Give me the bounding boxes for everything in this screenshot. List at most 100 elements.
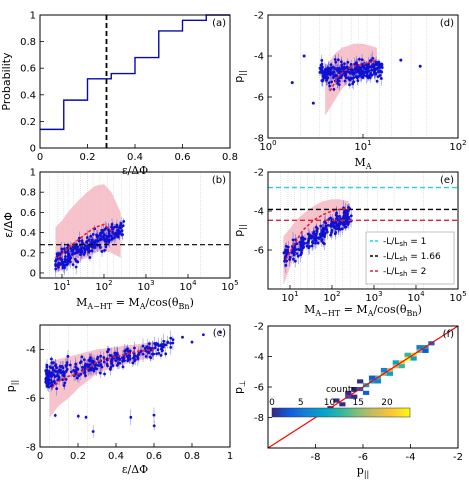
data-point: [171, 341, 175, 345]
legend-rest: = 2: [407, 267, 426, 277]
y-tick-label: 0.4: [20, 228, 36, 239]
data-point: [156, 342, 160, 346]
data-point: [329, 66, 333, 70]
data-point: [62, 374, 66, 378]
data-point: [376, 61, 380, 64]
data-point: [318, 232, 322, 236]
axes-frame: [39, 324, 231, 448]
data-point: [55, 387, 59, 391]
data-point: [120, 225, 124, 229]
heatmap-cell: [368, 375, 376, 380]
data-point: [356, 79, 360, 82]
data-point: [340, 63, 344, 67]
data-point: [89, 234, 93, 238]
legend-entry: -L/Lsh = 1.66: [383, 252, 441, 263]
data-point: [80, 355, 84, 359]
x-tick-exponent: 5: [234, 279, 238, 287]
data-point: [320, 68, 324, 71]
data-point: [91, 233, 95, 236]
y-tick-label: -4: [26, 345, 36, 356]
data-point: [363, 67, 367, 71]
legend-sub: sh: [399, 240, 407, 248]
data-point: [144, 355, 148, 358]
x-tick-exponent: 5: [462, 290, 466, 298]
y-tick-label: -8: [26, 443, 36, 454]
outlier-point: [399, 58, 403, 62]
y-axis-label: ε/ΔΦ: [2, 212, 15, 238]
data-point: [82, 358, 86, 361]
data-point: [344, 221, 348, 224]
data-point: [322, 234, 325, 238]
data-point: [104, 239, 108, 243]
x-axis-label: p||: [357, 464, 369, 479]
x-tick-label: -8: [311, 452, 321, 463]
xlabel-eq: = M: [340, 303, 367, 316]
scatter-points: [282, 200, 353, 274]
data-point: [316, 236, 320, 240]
data-point: [74, 265, 78, 269]
data-point: [346, 60, 350, 64]
ylabel-sub: ||: [238, 70, 247, 75]
data-point: [141, 344, 145, 348]
data-point: [147, 342, 151, 346]
data-point: [44, 381, 48, 384]
data-point: [72, 252, 76, 256]
data-point: [65, 251, 69, 254]
x-tick-label: 103: [137, 279, 154, 293]
y-tick-label: 0.2: [20, 248, 36, 259]
xlabel-m: M: [304, 303, 315, 316]
data-point: [102, 235, 105, 239]
data-point: [365, 74, 369, 78]
data-point: [331, 72, 335, 75]
data-point: [190, 340, 194, 344]
panel-label: (d): [440, 18, 454, 29]
data-point: [90, 240, 93, 244]
data-point: [64, 364, 68, 367]
panel-c: 0 0.2 0.4 0.6 0.8 1 -8 -6 -4 (c) p|| ε/ΔΦ: [4, 324, 233, 476]
x-tick-label: 0: [37, 451, 43, 462]
x-tick-exponent: 2: [336, 290, 340, 298]
data-point: [152, 413, 156, 417]
x-tick-exponent: 1: [367, 139, 371, 147]
data-point: [336, 58, 340, 62]
data-point: [85, 241, 88, 244]
y-axis-label: p||: [4, 380, 19, 392]
data-point: [106, 364, 109, 368]
data-point: [324, 224, 328, 228]
heatmap-cell: [374, 379, 382, 384]
data-point: [334, 213, 338, 217]
data-point: [322, 71, 326, 75]
data-point: [327, 81, 331, 85]
data-point: [153, 346, 157, 350]
data-point: [329, 233, 333, 237]
data-point: [219, 330, 222, 334]
data-point: [146, 350, 150, 354]
data-point: [308, 236, 311, 240]
x-tick-label: 102: [323, 290, 340, 304]
data-point: [366, 66, 370, 70]
data-point: [338, 222, 342, 226]
data-point: [57, 377, 61, 381]
data-point: [133, 358, 137, 362]
data-point: [351, 72, 355, 76]
data-point: [85, 246, 89, 250]
y-tick-label: 0: [30, 144, 36, 155]
data-point: [169, 336, 173, 340]
data-point: [337, 79, 341, 83]
data-point: [93, 366, 97, 370]
x-tick-label: 0.8: [222, 152, 238, 163]
data-point: [355, 67, 359, 70]
xlabel-base: M: [354, 156, 365, 169]
ylabel-sub: ||: [10, 380, 19, 385]
y-tick-label: 0: [30, 268, 36, 279]
data-point: [336, 217, 339, 220]
colorbar-tick-label: 20: [381, 398, 393, 408]
data-point: [359, 71, 363, 75]
data-point: [131, 361, 135, 365]
y-tick-label: 0.8: [20, 37, 36, 48]
data-point: [117, 361, 121, 365]
heatmap-cell: [363, 390, 370, 395]
data-point: [335, 223, 339, 226]
data-point: [375, 79, 379, 83]
